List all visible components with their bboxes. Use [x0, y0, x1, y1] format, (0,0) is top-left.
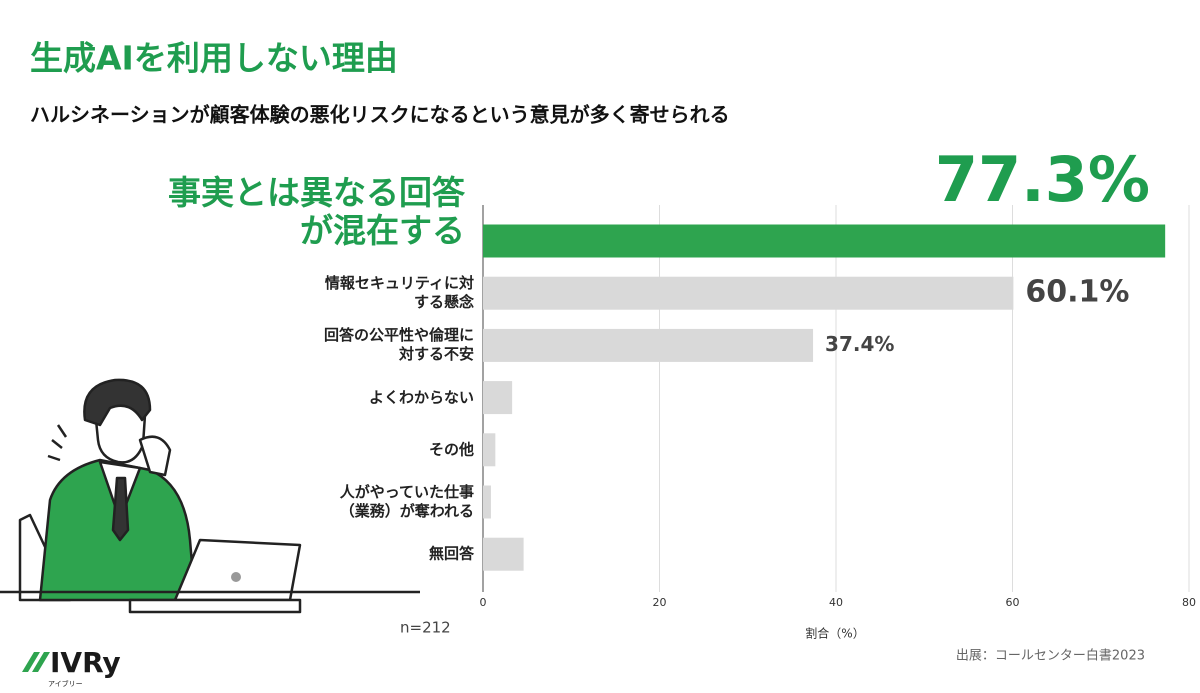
logo-mark [22, 652, 50, 672]
bar [483, 485, 491, 519]
logo-text: IVRy [50, 646, 121, 679]
bar [483, 276, 1014, 310]
x-tick-label: 40 [829, 596, 843, 609]
category-label: 事実とは異なる回答が混在する [168, 173, 465, 250]
category-label: 情報セキュリティに対する懸念 [324, 274, 474, 312]
logo: IVRy アイブリー [22, 646, 121, 688]
sample-size: n=212 [400, 619, 451, 637]
subtitle: ハルシネーションが顧客体験の悪化リスクになるという意見が多く寄せられる [30, 103, 730, 127]
category-label: その他 [428, 440, 474, 459]
category-label: 無回答 [428, 544, 474, 563]
bar [483, 433, 496, 467]
x-tick-label: 60 [1006, 596, 1020, 609]
category-label: よくわからない [368, 388, 474, 407]
x-axis-label: 割合（%） [805, 626, 864, 641]
category-label: 回答の公平性や倫理に対する不安 [323, 326, 474, 364]
value-label: 37.4% [825, 332, 894, 356]
bar [483, 224, 1166, 258]
bar [483, 537, 524, 571]
logo-reading: アイブリー [48, 679, 83, 688]
x-tick-label: 80 [1182, 596, 1196, 609]
bar [483, 381, 513, 415]
value-label: 60.1% [1025, 275, 1129, 310]
illustration [0, 378, 420, 614]
category-label: 人がやっていた仕事（業務）が奪われる [339, 483, 474, 520]
title: 生成AIを利用しない理由 [30, 39, 398, 78]
value-label: 77.3% [935, 143, 1150, 216]
x-tick-label: 0 [480, 596, 487, 609]
source: 出展：コールセンター白書2023 [956, 648, 1145, 664]
x-tick-label: 20 [653, 596, 667, 609]
bar [483, 328, 814, 362]
